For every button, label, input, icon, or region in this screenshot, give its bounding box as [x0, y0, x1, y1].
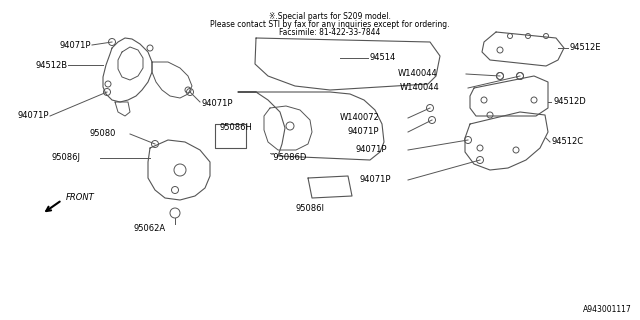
Text: 95086H: 95086H	[220, 124, 253, 132]
Text: ‷95086D: ‷95086D	[270, 154, 307, 163]
Text: Facsimile: 81-422-33-7844: Facsimile: 81-422-33-7844	[279, 28, 381, 37]
Text: Please contact STI by fax for any inquiries except for ordering.: Please contact STI by fax for any inquir…	[211, 20, 450, 29]
Text: 94071P: 94071P	[356, 146, 387, 155]
Text: 95086I: 95086I	[296, 204, 324, 213]
Text: W140072: W140072	[340, 114, 380, 123]
Text: 94071P: 94071P	[360, 175, 392, 185]
Text: 94071P: 94071P	[348, 127, 380, 137]
Text: W140044: W140044	[398, 69, 438, 78]
Text: ※.Special parts for S209 model.: ※.Special parts for S209 model.	[269, 12, 391, 21]
Text: 94071P: 94071P	[18, 111, 49, 121]
Text: 95086J: 95086J	[52, 154, 81, 163]
Text: 94071P: 94071P	[60, 41, 92, 50]
Text: 94512D: 94512D	[553, 98, 586, 107]
Text: 94071P: 94071P	[202, 100, 234, 108]
Text: 95062A: 95062A	[134, 224, 166, 233]
Text: W140044: W140044	[400, 84, 440, 92]
Text: 94512E: 94512E	[570, 44, 602, 52]
Text: FRONT: FRONT	[66, 193, 95, 202]
Text: 94514: 94514	[370, 53, 396, 62]
Text: A943001117: A943001117	[583, 305, 632, 314]
Text: 94512C: 94512C	[552, 138, 584, 147]
Text: 95080: 95080	[90, 130, 116, 139]
Text: 94512B: 94512B	[36, 60, 68, 69]
